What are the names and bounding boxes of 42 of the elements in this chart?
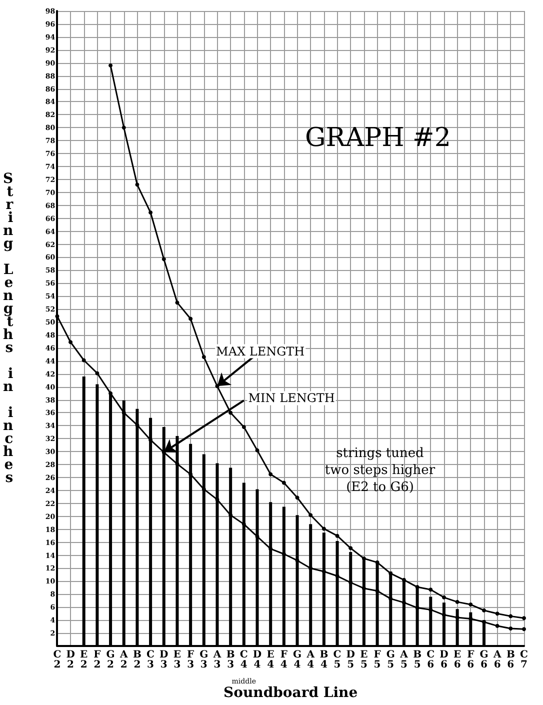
x-tick-label: C5 — [333, 650, 342, 670]
x-tick-label: E6 — [454, 650, 462, 670]
x-tick-label: E2 — [80, 650, 88, 670]
x-tick-label: F2 — [94, 650, 101, 670]
annotation: MAX LENGTH — [216, 344, 305, 358]
x-tick-label: B6 — [506, 650, 515, 670]
x-tick-label: B2 — [132, 650, 142, 670]
x-tick-label: A5 — [399, 650, 408, 670]
x-tick-label: A6 — [492, 650, 502, 670]
x-tick-label: B5 — [413, 650, 422, 670]
annotation: strings tuned two steps higher (E2 to G6) — [324, 446, 436, 495]
x-axis-title: Soundboard Line — [224, 685, 358, 701]
x-tick-label: C7 — [520, 650, 528, 670]
x-tick-label: G6 — [480, 650, 488, 670]
x-tick-label: G3 — [200, 650, 208, 670]
x-tick-label: D5 — [346, 650, 356, 670]
x-tick-label: F3 — [187, 650, 194, 670]
annotation: MIN LENGTH — [248, 391, 335, 406]
x-tick-label: E5 — [360, 650, 368, 670]
x-tick-label: C2 — [53, 650, 62, 670]
x-tick-label: A2 — [118, 650, 128, 670]
x-tick-label: D4 — [252, 650, 262, 670]
x-tick-label: G2 — [106, 650, 115, 670]
x-tick-label: C3 — [146, 650, 155, 670]
text: String Lengths in inches — [2, 171, 14, 486]
x-tick-label: C6 — [426, 650, 435, 670]
x-tick-label: A3 — [212, 650, 222, 670]
x-tick-label: G5 — [386, 650, 395, 670]
x-tick-label: F6 — [467, 650, 474, 670]
x-tick-label: G4 — [292, 650, 302, 670]
x-tick-label: F4 — [280, 650, 288, 670]
text: GRAPH #2 — [305, 123, 451, 153]
x-tick-label: E4 — [266, 650, 275, 670]
x-tick-label: D6 — [440, 650, 449, 670]
x-tick-label: A4 — [306, 650, 315, 670]
x-tick-label: F5 — [374, 650, 381, 670]
x-tick-label: E3 — [173, 650, 182, 670]
x-tick-label: D3 — [160, 650, 169, 670]
x-tick-label: B4 — [320, 650, 328, 670]
x-tick-label: B3 — [226, 650, 235, 670]
x-tick-label: D2 — [66, 650, 76, 670]
x-tick-label: C4 — [240, 650, 248, 670]
